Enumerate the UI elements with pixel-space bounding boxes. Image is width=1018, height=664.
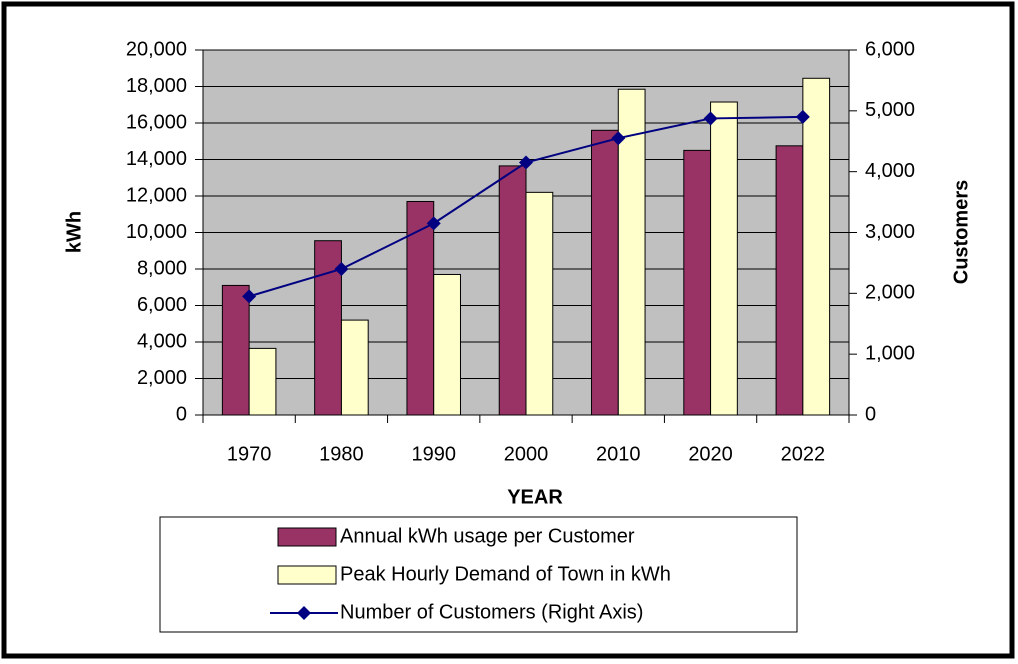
bar	[525, 191, 554, 416]
line-marker	[426, 216, 441, 231]
legend-swatch	[277, 527, 337, 547]
x-tick-label: 2000	[504, 443, 549, 465]
y-tick-label: 2,000	[137, 367, 187, 389]
x-tick-label: 1980	[319, 443, 364, 465]
y-tick-label: 8,000	[137, 257, 187, 279]
bar	[340, 319, 369, 416]
bar	[498, 165, 527, 416]
bar	[221, 284, 250, 416]
y2-tick-label: 5,000	[865, 99, 915, 121]
legend-label: Annual kWh usage per Customer	[340, 525, 635, 547]
y2-axis-title: Customers	[950, 180, 972, 284]
legend-label: Number of Customers (Right Axis)	[340, 601, 643, 623]
y2-tick-label: 2,000	[865, 282, 915, 304]
y2-tick-label: 0	[865, 403, 876, 425]
legend-marker	[297, 606, 311, 620]
bar	[775, 145, 804, 416]
y-tick-label: 14,000	[126, 148, 187, 170]
y-axis-title: kWh	[63, 211, 85, 253]
bar	[710, 101, 738, 416]
x-axis-title: YEAR	[507, 486, 563, 508]
bar	[406, 200, 435, 416]
y2-tick-label: 6,000	[865, 38, 915, 60]
bar	[683, 149, 712, 416]
line-marker	[611, 131, 626, 146]
bar	[433, 273, 461, 416]
legend	[159, 516, 798, 633]
y-tick-label: 6,000	[137, 294, 187, 316]
y-tick-label: 12,000	[126, 184, 187, 206]
line-marker	[334, 262, 349, 276]
x-tick-label: 2010	[596, 443, 641, 465]
y-tick-label: 0	[176, 403, 187, 425]
y2-tick-label: 4,000	[865, 160, 915, 182]
legend-label: Peak Hourly Demand of Town in kWh	[340, 563, 671, 585]
line-marker	[519, 155, 533, 170]
bar	[591, 129, 619, 416]
line-marker	[795, 109, 810, 124]
x-tick-label: 2022	[781, 443, 826, 465]
y-tick-label: 10,000	[126, 221, 187, 243]
x-tick-label: 1990	[411, 443, 456, 465]
y-tick-label: 20,000	[126, 38, 187, 60]
bar	[617, 88, 646, 416]
bar	[802, 77, 831, 416]
line-marker	[703, 111, 718, 126]
line-marker	[242, 289, 257, 304]
x-tick-label: 1970	[227, 443, 272, 465]
legend-swatch	[277, 565, 337, 585]
x-tick-label: 2020	[688, 443, 733, 465]
y-tick-label: 16,000	[126, 111, 187, 133]
bar	[248, 347, 277, 416]
y-tick-label: 18,000	[126, 75, 187, 97]
y2-tick-label: 1,000	[865, 342, 915, 364]
y-tick-label: 4,000	[137, 330, 187, 352]
y2-tick-label: 3,000	[865, 221, 915, 243]
